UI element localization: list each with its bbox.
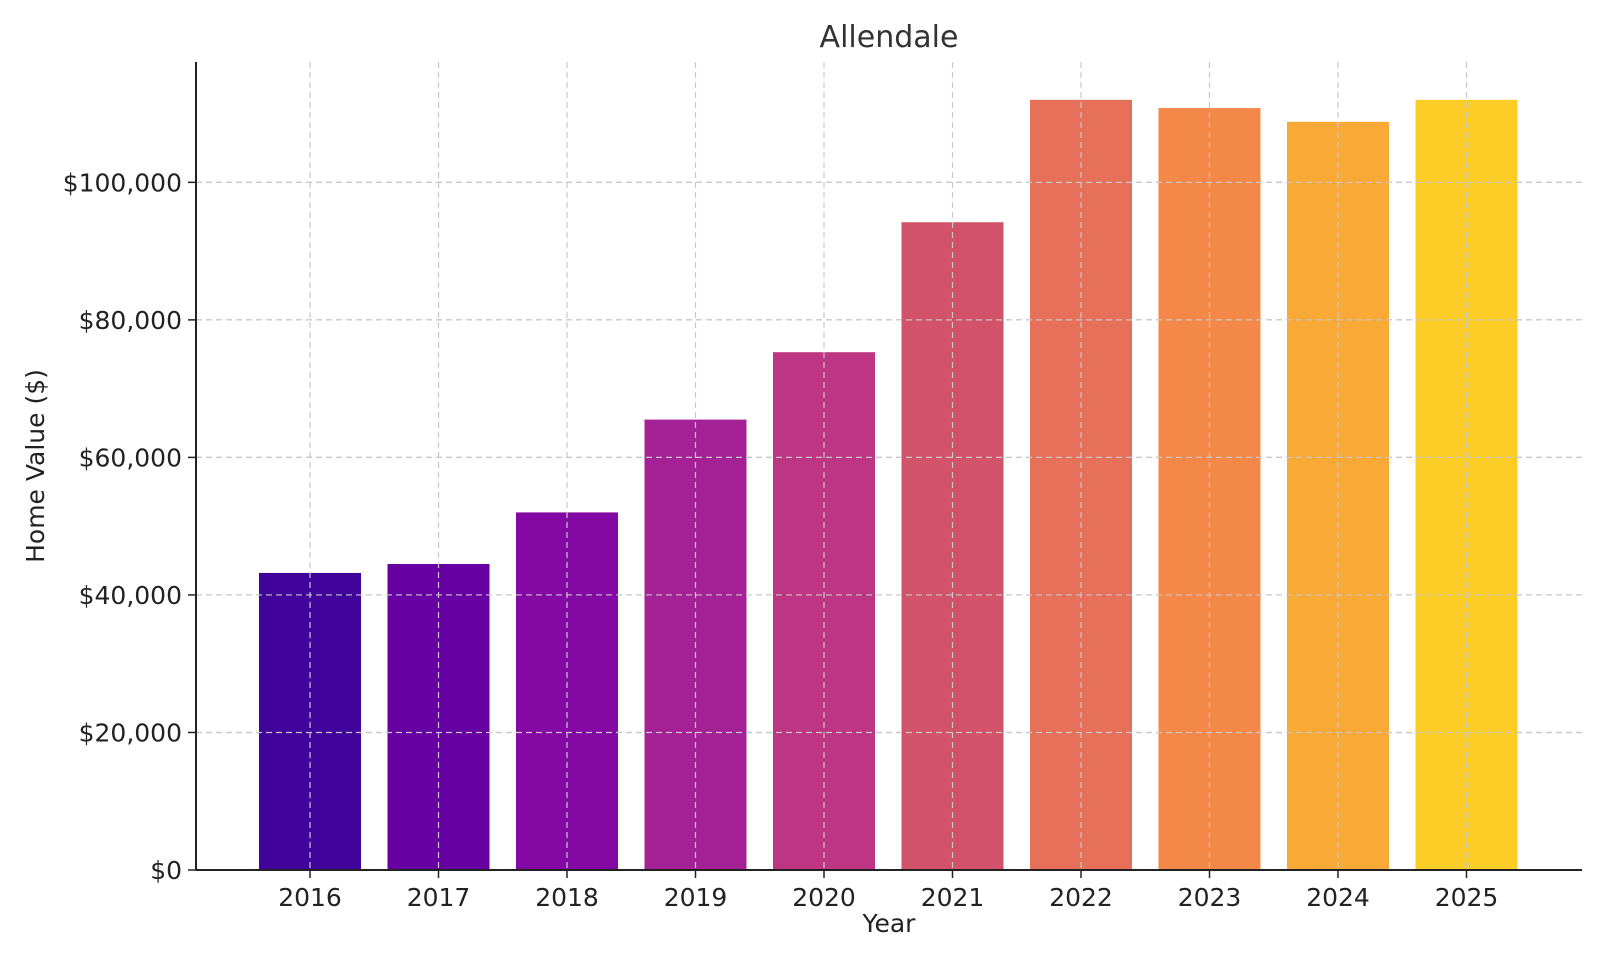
x-axis-label: Year <box>862 909 917 938</box>
chart-title: Allendale <box>820 20 959 55</box>
y-tick-label: $40,000 <box>79 581 182 610</box>
y-tick-label: $80,000 <box>79 306 182 335</box>
x-tick-label: 2018 <box>535 883 599 912</box>
x-tick-label: 2022 <box>1049 883 1113 912</box>
x-tick-label: 2024 <box>1306 883 1370 912</box>
axes <box>188 62 1582 878</box>
x-tick-label: 2016 <box>278 883 342 912</box>
x-tick-label: 2025 <box>1435 883 1499 912</box>
bars <box>259 99 1518 871</box>
x-tick-label: 2023 <box>1178 883 1242 912</box>
y-tick-label: $60,000 <box>79 443 182 472</box>
x-tick-label: 2021 <box>921 883 985 912</box>
y-tick-label: $20,000 <box>79 718 182 747</box>
x-tick-label: 2017 <box>407 883 471 912</box>
x-grid <box>196 62 1582 870</box>
y-tick-label: $0 <box>150 856 182 885</box>
y-tick-labels: $0 $20,000 $40,000 $60,000 $80,000 $100,000 <box>63 168 182 885</box>
x-tick-labels: 2016 2017 2018 2019 2020 2021 2022 2023 2024 2025 <box>278 883 1498 912</box>
x-tick-label: 2020 <box>792 883 856 912</box>
x-tick-label: 2019 <box>664 883 728 912</box>
y-axis-label: Home Value ($) <box>21 369 50 563</box>
y-tick-label: $100,000 <box>63 168 182 197</box>
